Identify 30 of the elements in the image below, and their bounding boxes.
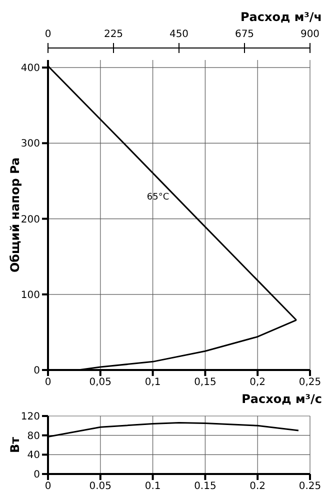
x2-tick-label: 900 [300,29,320,40]
x-tick-label: 0,15 [194,377,216,388]
x-axis-title: Расход м³/с [242,392,322,406]
x-tick-label: 0.15 [194,481,216,492]
y-tick-label: 120 [20,412,40,423]
x2-tick-label: 225 [104,29,124,40]
x2-tick-label: 675 [234,29,254,40]
x-tick-label: 0.1 [144,481,161,492]
x-tick-label: 0,05 [89,377,112,388]
x-tick-label: 0.25 [298,481,322,492]
y-tick-label: 200 [20,214,40,226]
x-tick-label: 0,1 [144,377,161,388]
y-tick-label: 300 [20,138,40,150]
y-axis-title: Вт [8,436,22,454]
x-tick-label: 0,2 [250,377,266,388]
x-tick-label: 0,25 [298,377,322,388]
x-tick-label: 0.2 [250,481,266,492]
y-tick-label: 80 [27,430,40,442]
y-tick-label: 0 [34,366,40,377]
x-tick-label: 0 [44,481,52,492]
x2-axis-title: Расход м³/ч [240,10,322,24]
y-axis-title: Общий напор Pa [8,157,22,273]
x2-tick-label: 0 [44,29,52,40]
x-tick-label: 0.05 [89,481,112,492]
y-tick-label: 400 [20,63,40,74]
y-tick-label: 40 [27,450,40,462]
y-tick-label: 0 [34,470,40,481]
x-tick-label: 0 [44,377,52,388]
y-tick-label: 100 [20,290,40,301]
x2-tick-label: 450 [169,29,189,40]
